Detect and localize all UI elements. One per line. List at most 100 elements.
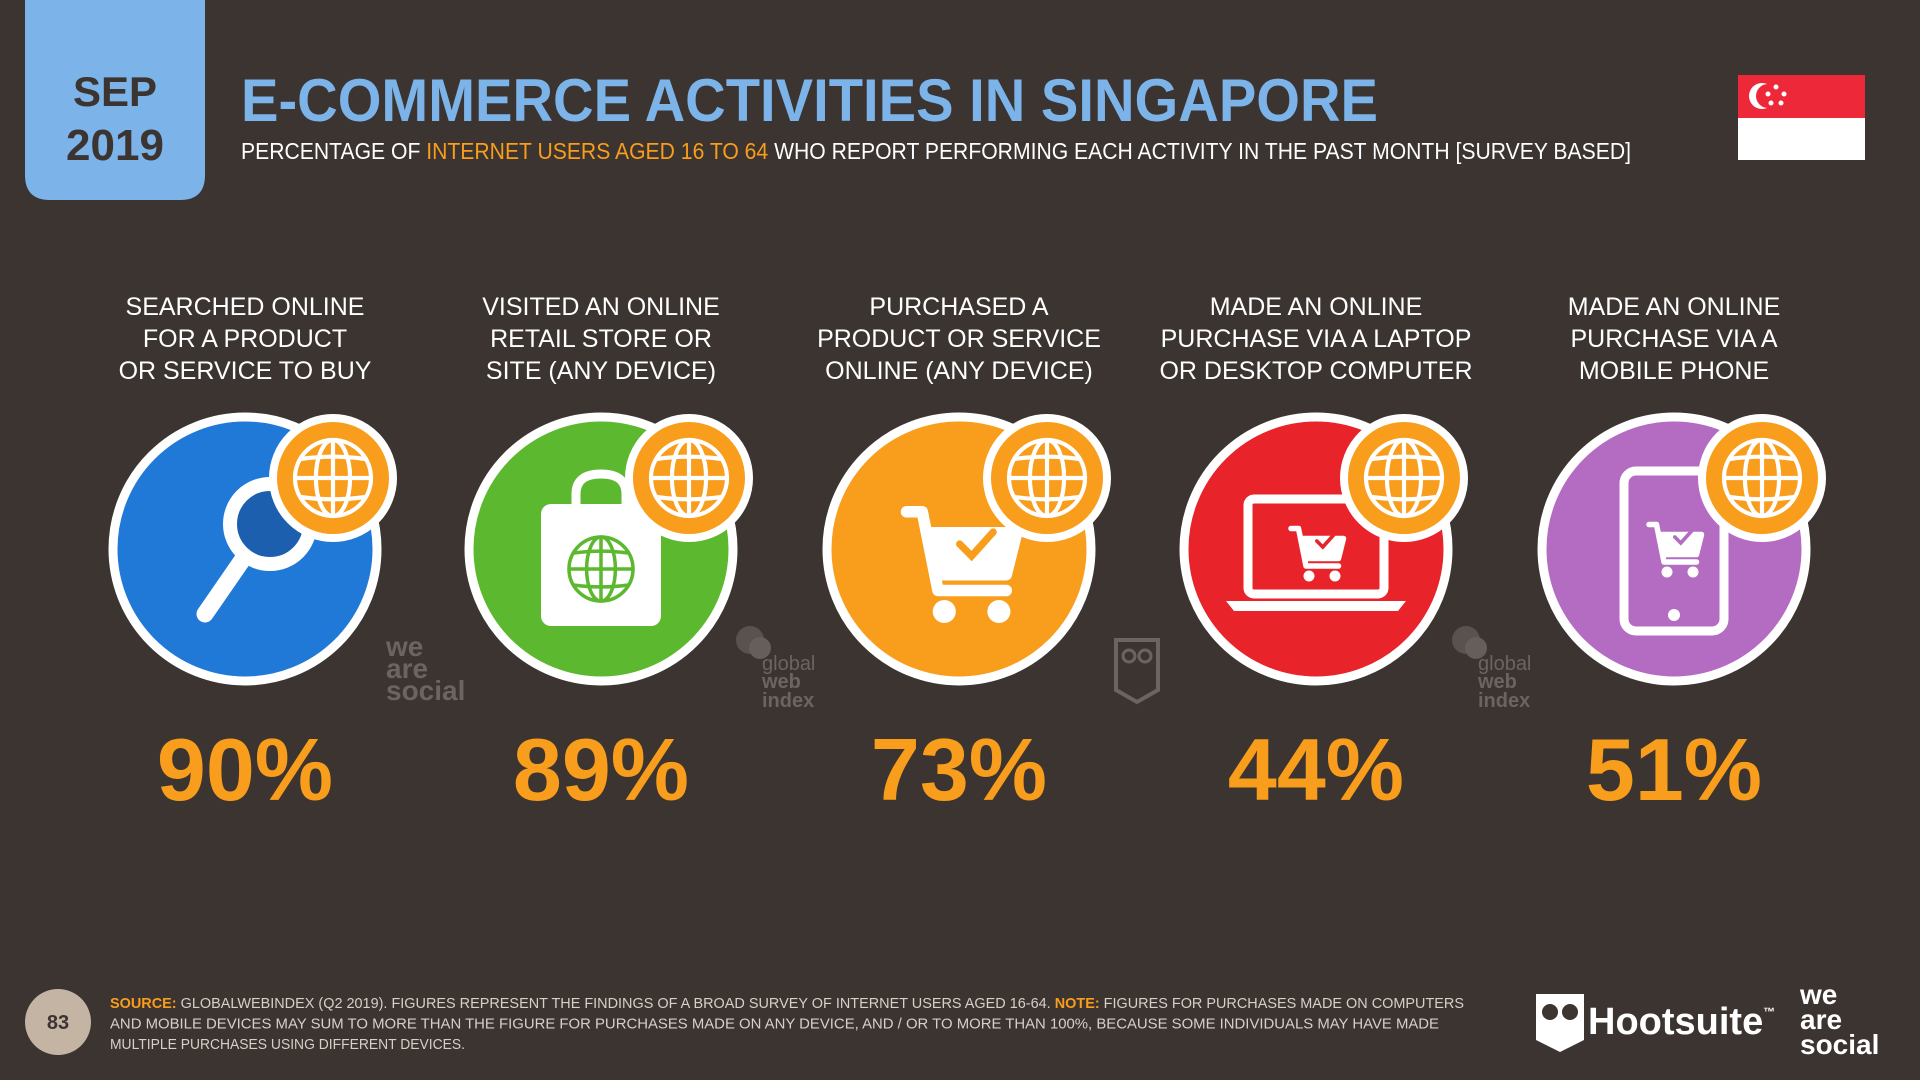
activity: SEARCHED ONLINE FOR A PRODUCT OR SERVICE T…	[108, 293, 397, 819]
flag-star	[1768, 100, 1774, 106]
activity: MADE AN ONLINE PURCHASE VIA A MOBILE PHONE…	[1537, 293, 1826, 819]
watermark-text: index	[762, 690, 814, 712]
footnote-text: GLOBALWEBINDEX (Q2 2019). FIGURES REPRES…	[177, 995, 1055, 1012]
cart-wheel	[1329, 570, 1341, 582]
subtitle-text: PERCENTAGE OF	[241, 138, 426, 164]
activity-label: MOBILE PHONE	[1579, 357, 1769, 385]
footnote: SOURCE: GLOBALWEBINDEX (Q2 2019). FIGURE…	[110, 995, 1464, 1053]
footnote-label: NOTE:	[1055, 995, 1100, 1012]
activity-label: PRODUCT OR SERVICE	[817, 325, 1101, 353]
activity-value: 89%	[513, 720, 689, 819]
laptop-base	[1226, 601, 1406, 611]
activities: SEARCHED ONLINE FOR A PRODUCT OR SERVICE T…	[108, 293, 1826, 819]
footnote-text: FIGURES FOR PURCHASES MADE ON COMPUTERS	[1100, 995, 1464, 1012]
cart-wheel	[987, 599, 1011, 624]
activity-value: 44%	[1228, 720, 1404, 819]
owl-logo	[1536, 994, 1584, 1052]
globe-parallel	[1729, 454, 1795, 502]
watermark-text: we	[385, 631, 423, 662]
owl-outline	[1114, 638, 1160, 705]
date-tab	[25, 0, 205, 200]
footnote-text: AND MOBILE DEVICES MAY SUM TO MORE THAN …	[110, 1016, 1439, 1033]
we-are-social-logo: we are social	[1799, 979, 1879, 1060]
watermark-text: global	[762, 653, 815, 675]
activity-value: 73%	[871, 720, 1047, 819]
flag-white	[1738, 118, 1865, 160]
owl-logo-eye	[1562, 1004, 1578, 1020]
hootsuite-name: Hootsuite	[1588, 1001, 1763, 1043]
activity-value: 51%	[1586, 720, 1762, 819]
watermark-gwi: global web index	[1452, 626, 1531, 712]
activity: PURCHASED A PRODUCT OR SERVICE ONLINE (ANY…	[817, 293, 1111, 819]
date-year: 2019	[66, 121, 164, 170]
logo-text: we	[1799, 979, 1837, 1010]
cart-wheel	[1661, 566, 1673, 578]
cart-wheel	[932, 599, 956, 624]
hootsuite-logo: Hootsuite™	[1536, 994, 1775, 1052]
checkmark	[1315, 533, 1336, 550]
activity-label: SITE (ANY DEVICE)	[486, 357, 716, 385]
trademark: ™	[1763, 1005, 1775, 1019]
activity-label: PURCHASE VIA A LAPTOP	[1161, 325, 1472, 353]
globe-parallel	[1014, 454, 1080, 502]
activity: MADE AN ONLINE PURCHASE VIA A LAPTOP OR DE…	[1159, 293, 1472, 819]
activity-label: ONLINE (ANY DEVICE)	[825, 357, 1093, 385]
checkmark	[956, 528, 997, 562]
footnote-text: MULTIPLE PURCHASES USING DIFFERENT DEVIC…	[110, 1036, 465, 1053]
activity-label: OR SERVICE TO BUY	[119, 357, 372, 385]
cart-wheel	[1303, 570, 1315, 582]
magnifier-handle	[196, 550, 252, 623]
watermark-icon	[749, 637, 771, 659]
globe-parallel	[1371, 454, 1437, 502]
title: E-COMMERCE ACTIVITIES IN SINGAPORE	[241, 67, 1378, 134]
owl-eye	[1121, 648, 1137, 664]
subtitle-text: WHO REPORT PERFORMING EACH ACTIVITY IN T…	[768, 138, 1631, 164]
page-number-badge	[25, 989, 91, 1055]
logo-text: are	[1800, 1004, 1842, 1035]
owl-eye	[1137, 648, 1153, 664]
laptop-screen	[1243, 494, 1389, 599]
activity-label: PURCHASED A	[869, 293, 1049, 321]
footnote-line: MULTIPLE PURCHASES USING DIFFERENT DEVIC…	[110, 1036, 465, 1053]
flag-stars	[1765, 84, 1787, 106]
hootsuite-text: Hootsuite™	[1588, 1001, 1775, 1043]
watermark-icon	[1465, 637, 1487, 659]
watermark-gwi: global web index	[736, 626, 815, 712]
footnote-line: SOURCE: GLOBALWEBINDEX (Q2 2019). FIGURE…	[110, 995, 1464, 1012]
activity-label: MADE AN ONLINE	[1568, 293, 1781, 321]
activity-label: RETAIL STORE OR	[490, 325, 712, 353]
cart-body	[1288, 525, 1347, 569]
cart-body	[1646, 521, 1705, 565]
watermark-text: are	[386, 653, 428, 684]
watermark-text: social	[386, 675, 465, 706]
watermark-text: web	[1477, 671, 1517, 693]
checkmark	[1673, 529, 1694, 546]
activity-label: FOR A PRODUCT	[143, 325, 347, 353]
page-number: 83	[47, 1012, 69, 1034]
footnote-line: AND MOBILE DEVICES MAY SUM TO MORE THAN …	[110, 1016, 1439, 1033]
activity-label: SEARCHED ONLINE	[126, 293, 365, 321]
activity-value: 90%	[157, 720, 333, 819]
owl-logo-eye	[1542, 1004, 1558, 1020]
watermark-text: index	[1478, 690, 1530, 712]
flag-star	[1765, 91, 1771, 97]
activity-label: VISITED AN ONLINE	[482, 293, 720, 321]
cart-body	[900, 505, 1023, 597]
date-month: SEP	[73, 68, 157, 115]
subtitle: PERCENTAGE OF INTERNET USERS AGED 16 TO …	[241, 138, 1631, 164]
logo-text: social	[1800, 1029, 1879, 1060]
activity-label: MADE AN ONLINE	[1210, 293, 1423, 321]
flag	[1738, 75, 1865, 160]
phone-button	[1668, 609, 1680, 621]
globe-parallel	[573, 549, 629, 589]
subtitle-highlight: INTERNET USERS AGED 16 TO 64	[426, 138, 768, 164]
watermark-owl	[1114, 638, 1160, 705]
watermark-text: web	[761, 671, 801, 693]
flag-star	[1781, 91, 1787, 97]
activity: VISITED AN ONLINE RETAIL STORE OR SITE (AN…	[464, 293, 753, 819]
globe-parallel	[656, 454, 722, 502]
activity-label: PURCHASE VIA A	[1570, 325, 1777, 353]
footnote-label: SOURCE:	[110, 995, 177, 1012]
